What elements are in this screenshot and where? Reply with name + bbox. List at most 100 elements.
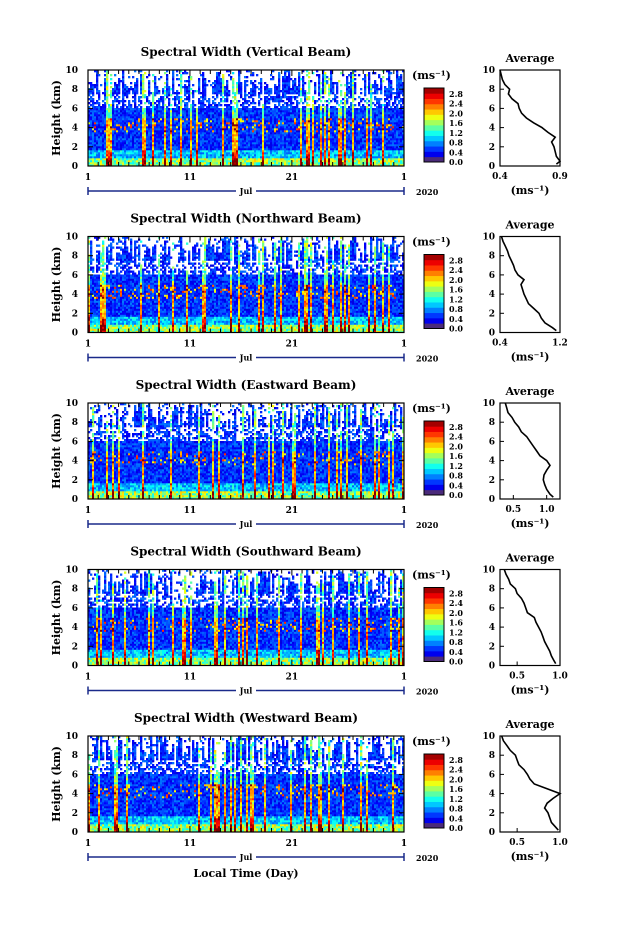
heatmap-cell — [114, 92, 116, 94]
heatmap-cell — [228, 124, 230, 126]
heatmap-cell — [308, 90, 310, 92]
heatmap-cell — [130, 86, 132, 88]
heatmap-cell — [126, 116, 128, 118]
heatmap-cell — [292, 144, 294, 146]
heatmap-cell — [196, 154, 198, 156]
heatmap-cell — [284, 160, 286, 162]
heatmap-cell — [192, 148, 194, 150]
heatmap-cell — [180, 124, 182, 126]
heatmap-cell — [256, 108, 258, 110]
heatmap-cell — [292, 102, 294, 104]
heatmap-cell — [286, 86, 288, 88]
heatmap-cell — [254, 146, 256, 148]
heatmap-cell — [220, 122, 222, 124]
heatmap-cell — [126, 138, 128, 140]
heatmap-cell — [150, 112, 152, 114]
heatmap-cell — [308, 126, 310, 128]
heatmap-cell — [158, 120, 160, 122]
heatmap-cell — [294, 128, 296, 130]
heatmap-cell — [350, 156, 352, 158]
heatmap-cell — [242, 158, 244, 160]
heatmap-cell — [332, 108, 334, 110]
heatmap-cell — [138, 144, 140, 146]
heatmap-cell — [278, 142, 280, 144]
heatmap-cell — [210, 158, 212, 160]
heatmap-cell — [186, 146, 188, 148]
heatmap-cell — [268, 116, 270, 118]
heatmap-cell — [302, 82, 304, 84]
heatmap-cell — [288, 144, 290, 146]
heatmap-cell — [234, 136, 236, 138]
heatmap-cell — [310, 140, 312, 142]
heatmap-cell — [96, 138, 98, 140]
heatmap-cell — [164, 140, 166, 142]
heatmap-cell — [312, 116, 314, 118]
heatmap-cell — [194, 130, 196, 132]
heatmap-cell — [104, 132, 106, 134]
heatmap-cell — [94, 132, 96, 134]
heatmap-cell — [282, 138, 284, 140]
heatmap-cell — [142, 132, 144, 134]
heatmap-cell — [324, 118, 326, 120]
heatmap-cell — [186, 160, 188, 162]
heatmap-cell — [240, 134, 242, 136]
heatmap-cell — [336, 144, 338, 146]
heatmap-cell — [280, 134, 282, 136]
heatmap-cell — [314, 106, 316, 108]
heatmap-cell — [122, 90, 124, 92]
heatmap-cell — [322, 84, 324, 86]
heatmap-cell — [334, 120, 336, 122]
heatmap-cell — [110, 120, 112, 122]
heatmap-cell — [124, 140, 126, 142]
heatmap-cell — [280, 142, 282, 144]
heatmap-cell — [140, 90, 142, 92]
heatmap-cell — [124, 154, 126, 156]
heatmap-cell — [112, 122, 114, 124]
heatmap-cell — [146, 98, 148, 100]
heatmap-cell — [108, 160, 110, 162]
heatmap-cell — [278, 110, 280, 112]
heatmap-cell — [200, 112, 202, 114]
heatmap-cell — [94, 114, 96, 116]
heatmap-cell — [302, 122, 304, 124]
heatmap-cell — [232, 150, 234, 152]
heatmap-cell — [234, 114, 236, 116]
heatmap-cell — [128, 134, 130, 136]
heatmap-cell — [114, 160, 116, 162]
heatmap-cell — [328, 160, 330, 162]
heatmap-cell — [244, 92, 246, 94]
heatmap-cell — [240, 140, 242, 142]
heatmap-cell — [152, 160, 154, 162]
heatmap-cell — [166, 162, 168, 164]
heatmap-cell — [268, 158, 270, 160]
heatmap-cell — [98, 130, 100, 132]
heatmap-cell — [294, 86, 296, 88]
heatmap-cell — [102, 134, 104, 136]
heatmap-cell — [270, 154, 272, 156]
heatmap-cell — [218, 140, 220, 142]
heatmap-cell — [182, 118, 184, 120]
heatmap-cell — [318, 150, 320, 152]
heatmap-cell — [136, 126, 138, 128]
heatmap-cell — [296, 106, 298, 108]
heatmap-cell — [328, 102, 330, 104]
heatmap-cell — [336, 138, 338, 140]
heatmap-cell — [202, 78, 204, 80]
heatmap-cell — [122, 108, 124, 110]
heatmap-cell — [232, 142, 234, 144]
heatmap-cell — [254, 90, 256, 92]
heatmap-cell — [116, 126, 118, 128]
heatmap-cell — [274, 138, 276, 140]
heatmap-cell — [190, 158, 192, 160]
heatmap-cell — [298, 76, 300, 78]
heatmap-cell — [244, 124, 246, 126]
heatmap-cell — [344, 114, 346, 116]
heatmap-cell — [96, 140, 98, 142]
heatmap-cell — [286, 144, 288, 146]
heatmap-cell — [144, 156, 146, 158]
heatmap-cell — [150, 110, 152, 112]
heatmap-cell — [278, 78, 280, 80]
heatmap-cell — [302, 160, 304, 162]
heatmap-cell — [172, 76, 174, 78]
heatmap-cell — [310, 152, 312, 154]
